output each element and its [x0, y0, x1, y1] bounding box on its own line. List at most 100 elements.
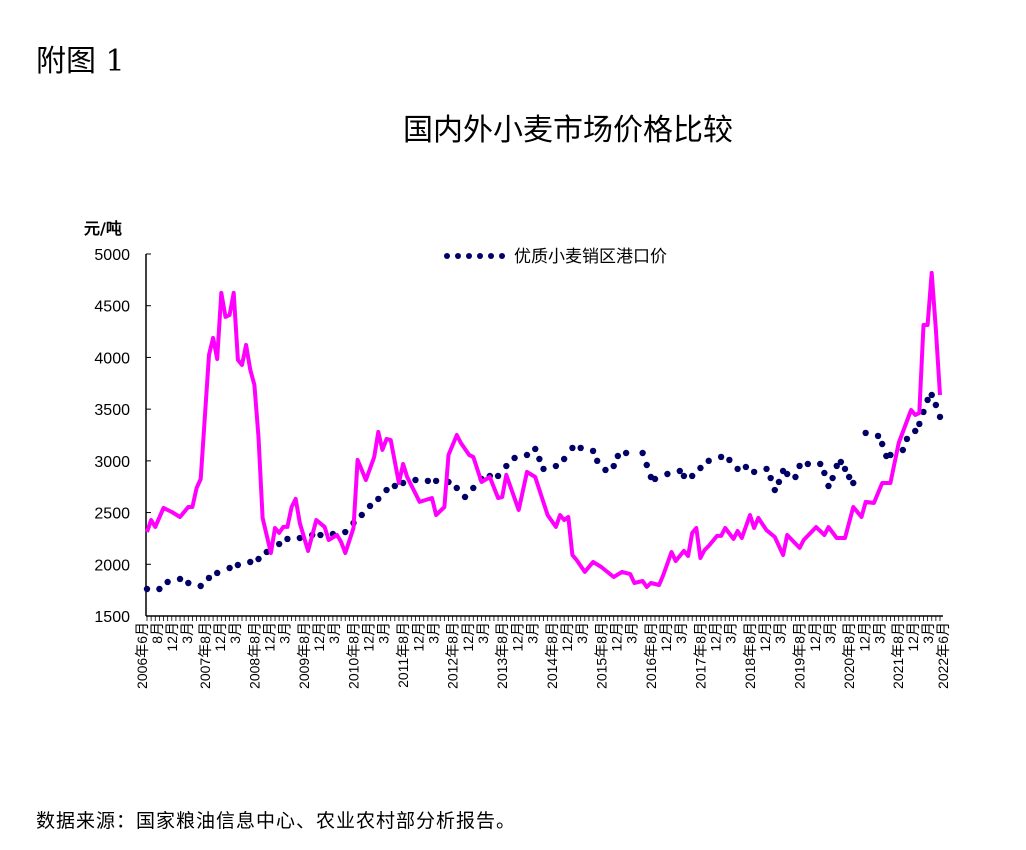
data-point: [763, 465, 770, 473]
x-tick-label: 3月: [227, 622, 243, 644]
data-point: [651, 475, 659, 483]
data-point: [143, 585, 151, 593]
x-tick-label: 12月: [905, 622, 921, 652]
x-tick-label: 3月: [524, 622, 540, 644]
y-tick-label: 3500: [94, 402, 130, 419]
x-tick-label: 3月: [624, 622, 640, 644]
x-tick-label: 2020年8月: [841, 622, 857, 689]
data-point: [676, 467, 683, 475]
x-tick-label: 2011年8月: [395, 622, 411, 688]
data-point: [903, 435, 911, 443]
x-tick-label: 2007年8月: [197, 622, 213, 689]
data-point: [569, 444, 576, 452]
data-point: [247, 558, 254, 566]
data-point: [850, 479, 857, 487]
x-tick-label: 2008年8月: [246, 622, 262, 689]
data-point: [560, 455, 568, 463]
legend-dot: [455, 253, 461, 259]
data-point: [688, 472, 696, 480]
data-point: [610, 462, 617, 470]
data-point: [185, 579, 192, 587]
legend-label: 优质小麦销区港口价: [514, 247, 667, 267]
data-point: [924, 396, 931, 404]
y-tick-label: 2500: [94, 506, 130, 523]
data-point: [424, 477, 432, 485]
data-point: [825, 482, 832, 490]
data-point: [214, 569, 221, 577]
data-point: [697, 464, 704, 472]
data-point: [775, 478, 783, 486]
data-point: [767, 474, 774, 482]
data-point: [932, 401, 940, 409]
data-point: [511, 454, 518, 462]
data-point: [470, 484, 477, 492]
data-point: [622, 449, 630, 457]
data-point: [375, 495, 382, 503]
y-tick-label: 5000: [94, 247, 130, 264]
data-point: [255, 555, 262, 563]
x-tick-label: 8月: [149, 622, 165, 644]
data-point: [536, 455, 543, 463]
data-point: [540, 465, 547, 473]
x-axis-ticks: 2006年6月 8月 12月 3月 2007年8月 12月 3月 2008年8月 12月 3月 20…: [134, 616, 951, 689]
data-point: [358, 511, 365, 519]
x-tick-label: 2018年8月: [742, 622, 758, 689]
data-point: [156, 585, 163, 593]
data-point: [453, 484, 460, 492]
data-point: [878, 440, 886, 448]
x-tick-label: 12月: [708, 622, 724, 652]
data-point: [176, 575, 184, 583]
x-tick-label: 3月: [920, 622, 936, 644]
data-point: [817, 460, 824, 468]
x-tick-label: 2015年8月: [593, 622, 609, 689]
x-tick-label: 2010年8月: [346, 622, 362, 689]
data-point: [912, 427, 919, 435]
x-tick-label: 2016年8月: [643, 622, 659, 689]
data-point: [552, 462, 560, 470]
x-tick-label: 3月: [822, 622, 838, 644]
y-axis-ticks: 1500 2000 2500 3000 3500 4000 4500 5000: [94, 247, 151, 626]
data-point: [205, 574, 213, 582]
data-point: [920, 408, 927, 416]
data-point: [726, 456, 733, 464]
x-tick-label: 3月: [376, 622, 392, 644]
data-point: [412, 476, 419, 484]
legend: 优质小麦销区港口价: [444, 247, 667, 267]
data-point: [593, 457, 601, 465]
series-port-price: [143, 391, 944, 593]
data-point: [275, 540, 283, 548]
x-tick-label: 12月: [609, 622, 625, 652]
data-point: [284, 535, 291, 543]
data-point: [234, 561, 242, 569]
legend-dot: [477, 253, 483, 259]
data-point: [829, 474, 836, 482]
data-point: [391, 482, 399, 490]
x-tick-label: 2021年8月: [890, 622, 906, 689]
data-point: [936, 413, 944, 421]
data-point: [342, 528, 349, 536]
x-tick-label: 2019年8月: [792, 622, 808, 689]
data-point: [589, 447, 597, 455]
axes: [145, 254, 943, 617]
legend-dot: [488, 253, 494, 259]
legend-dot: [444, 253, 450, 259]
data-point: [494, 472, 502, 480]
x-tick-label: 12月: [559, 622, 575, 652]
x-tick-label: 12月: [757, 622, 773, 652]
x-tick-label: 12月: [460, 622, 476, 652]
x-tick-label: 12月: [509, 622, 525, 652]
data-point: [577, 444, 584, 452]
data-point: [899, 446, 907, 454]
data-point: [928, 391, 935, 399]
x-tick-label: 12月: [164, 622, 180, 652]
data-point: [792, 473, 799, 481]
data-point: [821, 469, 828, 477]
data-point: [296, 534, 304, 542]
x-tick-label: 12月: [410, 622, 426, 652]
x-tick-label: 12月: [311, 622, 327, 652]
y-tick-label: 2000: [94, 557, 130, 574]
x-tick-label: 2017年8月: [692, 622, 708, 689]
data-point: [862, 429, 869, 437]
data-point: [771, 486, 778, 494]
